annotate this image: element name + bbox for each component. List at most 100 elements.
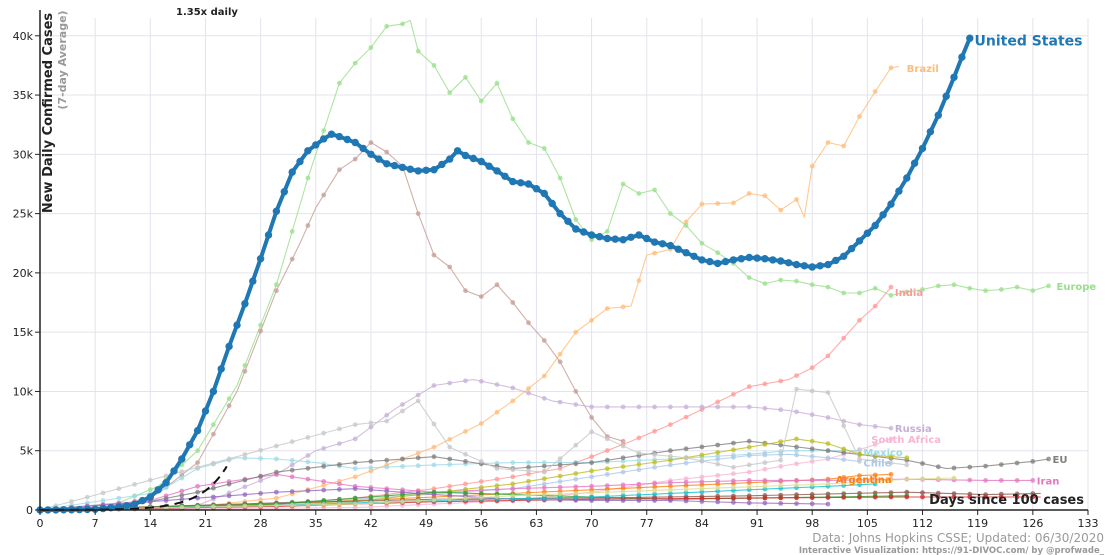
series-point [305,459,311,465]
series-point [857,473,862,478]
series-point [857,422,862,427]
series-point [211,431,216,437]
series-point [762,466,768,472]
series-point [541,476,547,482]
series-point [289,474,295,480]
series-point [478,459,484,464]
series-point [620,464,626,469]
x-tick: 21 [198,510,212,530]
series-point [272,207,281,215]
series-labels: United States Brazil Europe India RussiaSout… [836,34,1097,488]
series-point [1014,284,1020,290]
x-tick-label: 14 [143,517,157,530]
x-tick: 112 [912,510,933,530]
series-point [564,217,572,225]
series-point [541,492,547,497]
series-point [769,256,777,264]
series-point [778,495,784,501]
series-point [154,486,162,494]
x-tick: 119 [967,510,988,530]
series-point [211,422,216,427]
series-point [321,482,327,488]
series-point [652,498,657,503]
series-point [510,486,516,492]
series-point [967,464,973,470]
series-point [794,386,799,392]
series-point [573,217,579,222]
series-point [557,495,563,501]
series-point [604,457,610,463]
series-point [652,404,657,410]
series-point [841,423,847,429]
series-label-south-africa: South Africa [871,435,941,446]
series-point [683,476,689,482]
series-point [715,450,721,455]
series-point [668,453,673,459]
series-point [242,484,248,490]
series-point [321,487,327,493]
y-tick: 10k [13,385,40,398]
series-point [123,502,131,510]
series-point [359,144,367,153]
series-point [478,421,484,426]
series-point [211,460,216,466]
series-point [794,482,799,488]
x-tick: 70 [585,510,599,530]
series-point [589,498,594,503]
trend-label: 1.35x daily [176,7,238,18]
series-point [636,485,642,491]
series-point [384,493,390,499]
x-tick-label: 7 [92,517,99,530]
series-point [526,320,531,326]
series-point [400,499,405,504]
series-point [778,442,784,448]
x-tick-label: 119 [967,517,988,530]
x-tick-label: 91 [750,517,764,530]
series-point [731,404,736,410]
series-point [589,404,594,410]
series-point [320,135,328,143]
series-point [652,459,657,465]
series-point [895,187,903,195]
series-point [731,500,736,505]
series-point [447,483,453,489]
series-point [620,489,626,494]
series-point [100,490,106,496]
series-point [652,250,657,256]
series-point [1030,478,1036,483]
series-point [841,290,847,296]
series-point [242,503,248,509]
series-point [478,479,484,484]
series-point [762,495,768,501]
series-point [209,387,218,396]
series-line [39,473,1033,511]
series-point [69,499,74,504]
series-point [794,436,799,442]
series-point [778,464,784,469]
series-point [211,485,216,491]
series-point [983,463,988,469]
series-point [494,487,500,492]
series-point [305,488,311,494]
series-point [715,399,721,405]
y-tick-label: 5k [20,445,34,458]
x-tick: 0 [37,510,44,530]
series-point [526,492,531,498]
series-point [841,335,847,341]
series-point [879,211,887,219]
series-point [526,140,531,145]
series-point [668,211,673,217]
series-point [888,490,894,495]
series-point [857,114,862,119]
series-point [384,457,390,463]
series-point [438,160,446,169]
series-point [731,200,736,206]
series-label-iran: Iran [1037,476,1060,487]
series-point [746,500,752,506]
series-point [415,491,421,496]
series-point [731,495,736,501]
series-point [746,444,752,450]
series-point [731,485,736,490]
series-point [966,34,974,42]
series-point [258,473,263,479]
